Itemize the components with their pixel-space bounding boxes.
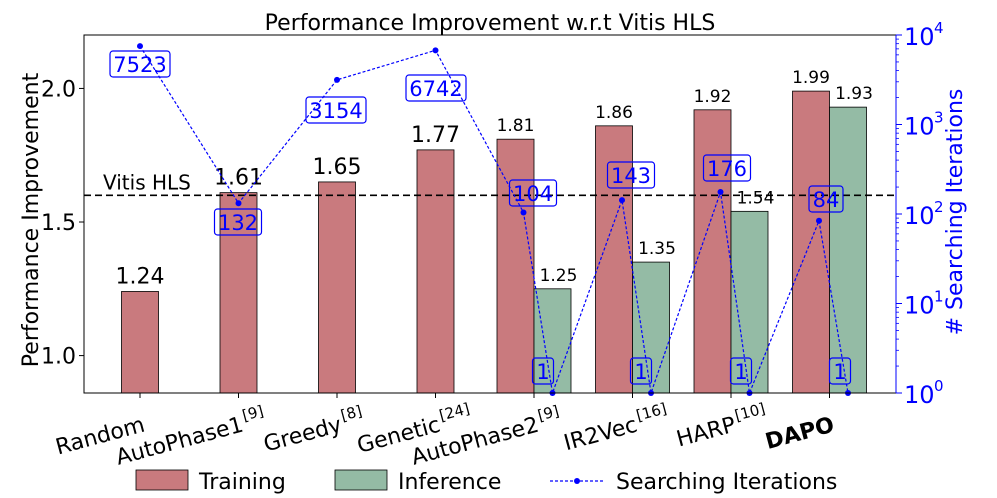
- y2-tick-exponent: 4: [934, 19, 944, 37]
- legend-swatch-inference: [334, 469, 388, 491]
- y2-tick-label: 10: [904, 113, 935, 141]
- x-tick-superscript: [10]: [733, 399, 767, 424]
- x-tick-superscript: [24]: [437, 399, 471, 424]
- training-bar: [219, 192, 258, 394]
- x-tick-superscript: [9]: [536, 402, 561, 425]
- y-axis-label: Performance Improvement: [19, 72, 44, 367]
- training-bar: [693, 109, 732, 394]
- y2-tick-label: 10: [904, 381, 935, 409]
- searching-iterations-line: [139, 45, 849, 396]
- legend-swatch-training: [135, 469, 189, 491]
- legend-label-training: Training: [198, 470, 286, 495]
- y2-tick-exponent: 0: [934, 377, 944, 395]
- iteration-label-box: [213, 208, 263, 236]
- searching-iterations-point: [520, 209, 527, 216]
- training-bar: [121, 291, 159, 394]
- searching-iterations-point: [334, 76, 340, 83]
- iteration-label-box: [828, 357, 852, 385]
- chart-title: Performance Improvement w.r.t Vitis HLS: [265, 11, 716, 36]
- x-tick-label: Greedy: [261, 413, 344, 458]
- training-value-label: 1.65: [313, 155, 362, 180]
- legend-label-inference: Inference: [398, 470, 501, 495]
- legend: Training Inference Searching Iterations: [135, 469, 837, 495]
- iteration-label: 84: [813, 188, 840, 212]
- training-value-label: 1.24: [116, 264, 165, 289]
- training-bar: [318, 181, 356, 394]
- iteration-label: 1: [734, 360, 747, 384]
- y-tick-label: 2.0: [41, 77, 76, 102]
- training-bar: [595, 125, 633, 394]
- iteration-label-box: [729, 357, 753, 385]
- plot-area: Vitis HLS 1.24 1.61 1.65 1.77 1.81 1.86 1.92 1.9…: [41, 19, 944, 471]
- plot-frame: [83, 34, 897, 394]
- iteration-label-box: [606, 161, 656, 189]
- y2-tick-label: 10: [904, 292, 935, 320]
- y2-tick-label: 10: [904, 202, 935, 230]
- inference-value-label: 1.54: [737, 188, 775, 208]
- x-tick-group: IR2Vec[16]: [561, 399, 668, 456]
- x-tick-group: HARP[10]: [674, 399, 767, 453]
- inference-value-label: 1.35: [638, 239, 676, 259]
- training-value-label: 1.61: [214, 166, 263, 191]
- iteration-label: 132: [218, 211, 258, 235]
- x-tick-group: Greedy[8]: [261, 402, 364, 458]
- searching-iterations-point: [717, 189, 724, 196]
- y2-axis-label: # Searching Iterations: [943, 89, 968, 336]
- y2-tick-exponent: 1: [934, 288, 944, 306]
- searching-iterations-point: [235, 200, 242, 207]
- y-tick-label: 1.5: [41, 211, 76, 236]
- iteration-label: 143: [611, 164, 651, 188]
- searching-iterations-point: [816, 217, 822, 224]
- iteration-label-box: [808, 185, 844, 213]
- training-bar: [496, 138, 535, 394]
- training-value-label: 1.99: [792, 68, 830, 88]
- x-tick-superscript: [16]: [634, 399, 668, 424]
- iteration-label-box: [531, 357, 555, 385]
- iteration-label: 104: [513, 182, 553, 206]
- training-bar: [416, 149, 455, 394]
- iteration-label: 1: [833, 360, 846, 384]
- iteration-label: 176: [707, 157, 747, 181]
- training-value-label: 1.77: [411, 123, 460, 148]
- vitis-hls-label: Vitis HLS: [103, 170, 191, 194]
- x-tick-label: DAPO: [763, 413, 837, 455]
- x-tick-label: IR2Vec: [561, 413, 640, 456]
- searching-iterations-point: [137, 43, 143, 50]
- iteration-label: 1: [634, 360, 647, 384]
- searching-iterations-point: [432, 47, 439, 54]
- iteration-label: 7523: [113, 53, 166, 77]
- iteration-label: 1: [536, 360, 549, 384]
- training-value-label: 1.86: [595, 103, 633, 123]
- x-tick-superscript: [8]: [339, 402, 364, 425]
- x-tick-label: HARP: [674, 413, 739, 453]
- iteration-label-box: [305, 96, 367, 124]
- iteration-label-box: [109, 50, 171, 78]
- inference-bar: [829, 106, 867, 394]
- legend-label-iterations: Searching Iterations: [616, 470, 837, 495]
- inference-value-label: 1.93: [835, 84, 873, 104]
- y2-tick-label: 10: [904, 23, 935, 51]
- legend-marker-iterations: [574, 478, 580, 484]
- training-value-label: 1.92: [694, 87, 732, 107]
- iteration-label: 6742: [409, 77, 462, 101]
- inference-value-label: 1.25: [540, 266, 578, 286]
- x-tick-superscript: [9]: [240, 402, 265, 425]
- y2-tick-exponent: 3: [934, 109, 944, 127]
- training-value-label: 1.81: [497, 116, 535, 136]
- iteration-label-box: [405, 74, 467, 102]
- y2-tick-exponent: 2: [934, 198, 944, 216]
- iteration-label: 3154: [309, 99, 362, 123]
- y-tick-label: 1.0: [41, 345, 76, 370]
- searching-iterations-point: [619, 197, 625, 204]
- iteration-label-box: [629, 357, 653, 385]
- iteration-label-box: [702, 154, 752, 182]
- x-tick-group: DAPO: [763, 413, 837, 455]
- iteration-label-box: [508, 179, 558, 207]
